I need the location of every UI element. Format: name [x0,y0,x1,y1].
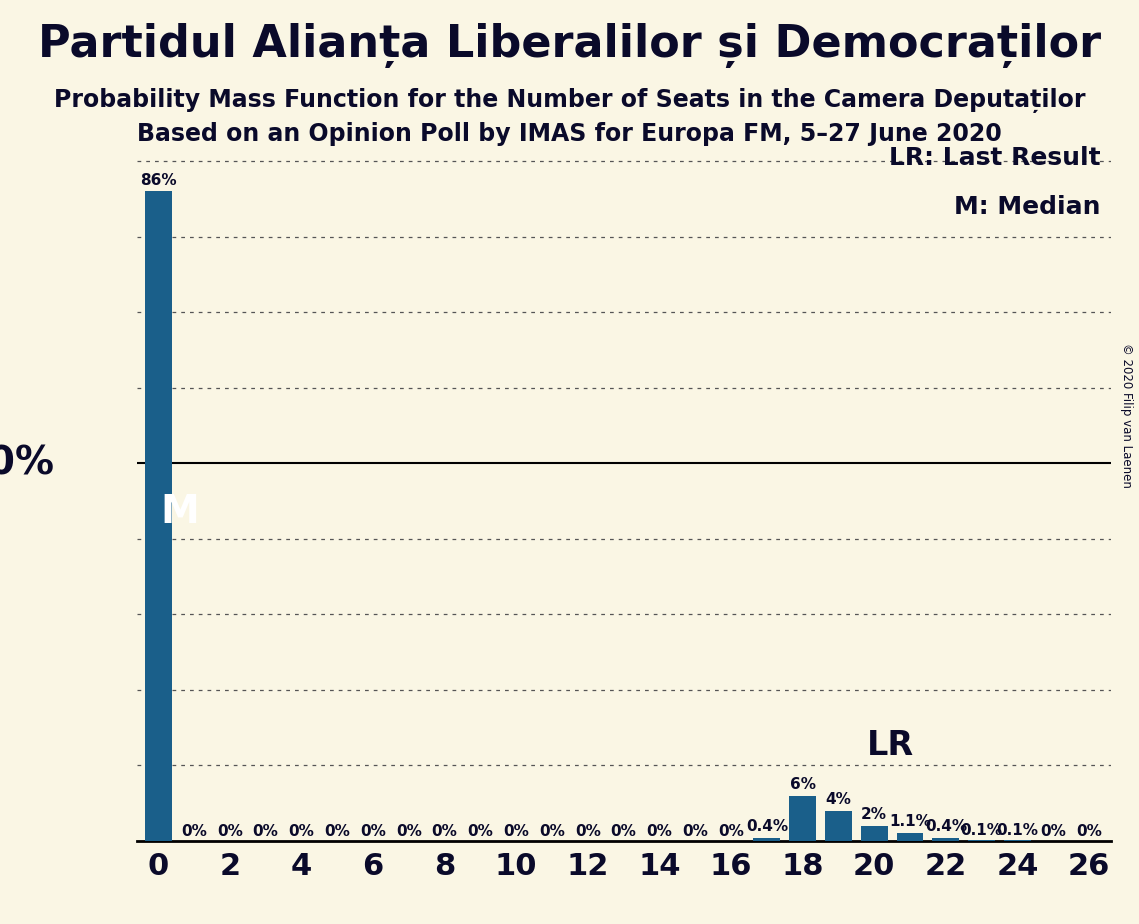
Text: 86%: 86% [140,173,177,188]
Text: Probability Mass Function for the Number of Seats in the Camera Deputaților: Probability Mass Function for the Number… [54,88,1085,113]
Text: 0%: 0% [1076,823,1101,839]
Text: 0%: 0% [1040,823,1066,839]
Bar [825,810,852,841]
Text: 0%: 0% [467,823,493,839]
Text: 0%: 0% [718,823,744,839]
Bar [861,826,887,841]
Text: 2%: 2% [861,807,887,822]
Text: 6%: 6% [789,777,816,792]
Bar [753,838,780,841]
Text: 0.4%: 0.4% [746,819,788,834]
Text: 0%: 0% [181,823,207,839]
Text: 0%: 0% [503,823,530,839]
Text: M: M [159,493,198,531]
Text: 0%: 0% [253,823,279,839]
Text: 0%: 0% [325,823,350,839]
Bar [933,838,959,841]
Text: 0%: 0% [396,823,421,839]
Text: 0%: 0% [432,823,458,839]
Bar [896,833,924,841]
Text: Partidul Alianța Liberalilor și Democraților: Partidul Alianța Liberalilor și Democraț… [38,23,1101,68]
Text: 0%: 0% [360,823,386,839]
Text: 0%: 0% [288,823,314,839]
Text: LR: LR [867,728,915,761]
Text: 4%: 4% [826,792,851,807]
Bar [145,191,172,841]
Text: 0%: 0% [539,823,565,839]
Text: 0%: 0% [216,823,243,839]
Text: M: Median: M: Median [954,195,1100,219]
Text: 1.1%: 1.1% [890,814,931,829]
Text: 0%: 0% [575,823,600,839]
Text: 0%: 0% [647,823,672,839]
Text: 0.4%: 0.4% [925,819,967,834]
Text: 0%: 0% [611,823,637,839]
Text: © 2020 Filip van Laenen: © 2020 Filip van Laenen [1121,344,1133,488]
Text: 0.1%: 0.1% [960,822,1002,838]
Text: 0.1%: 0.1% [997,822,1039,838]
Bar [789,796,816,841]
Text: 0%: 0% [682,823,708,839]
Text: LR: Last Result: LR: Last Result [890,146,1100,170]
Text: 50%: 50% [0,444,54,482]
Text: Based on an Opinion Poll by IMAS for Europa FM, 5–27 June 2020: Based on an Opinion Poll by IMAS for Eur… [137,122,1002,146]
